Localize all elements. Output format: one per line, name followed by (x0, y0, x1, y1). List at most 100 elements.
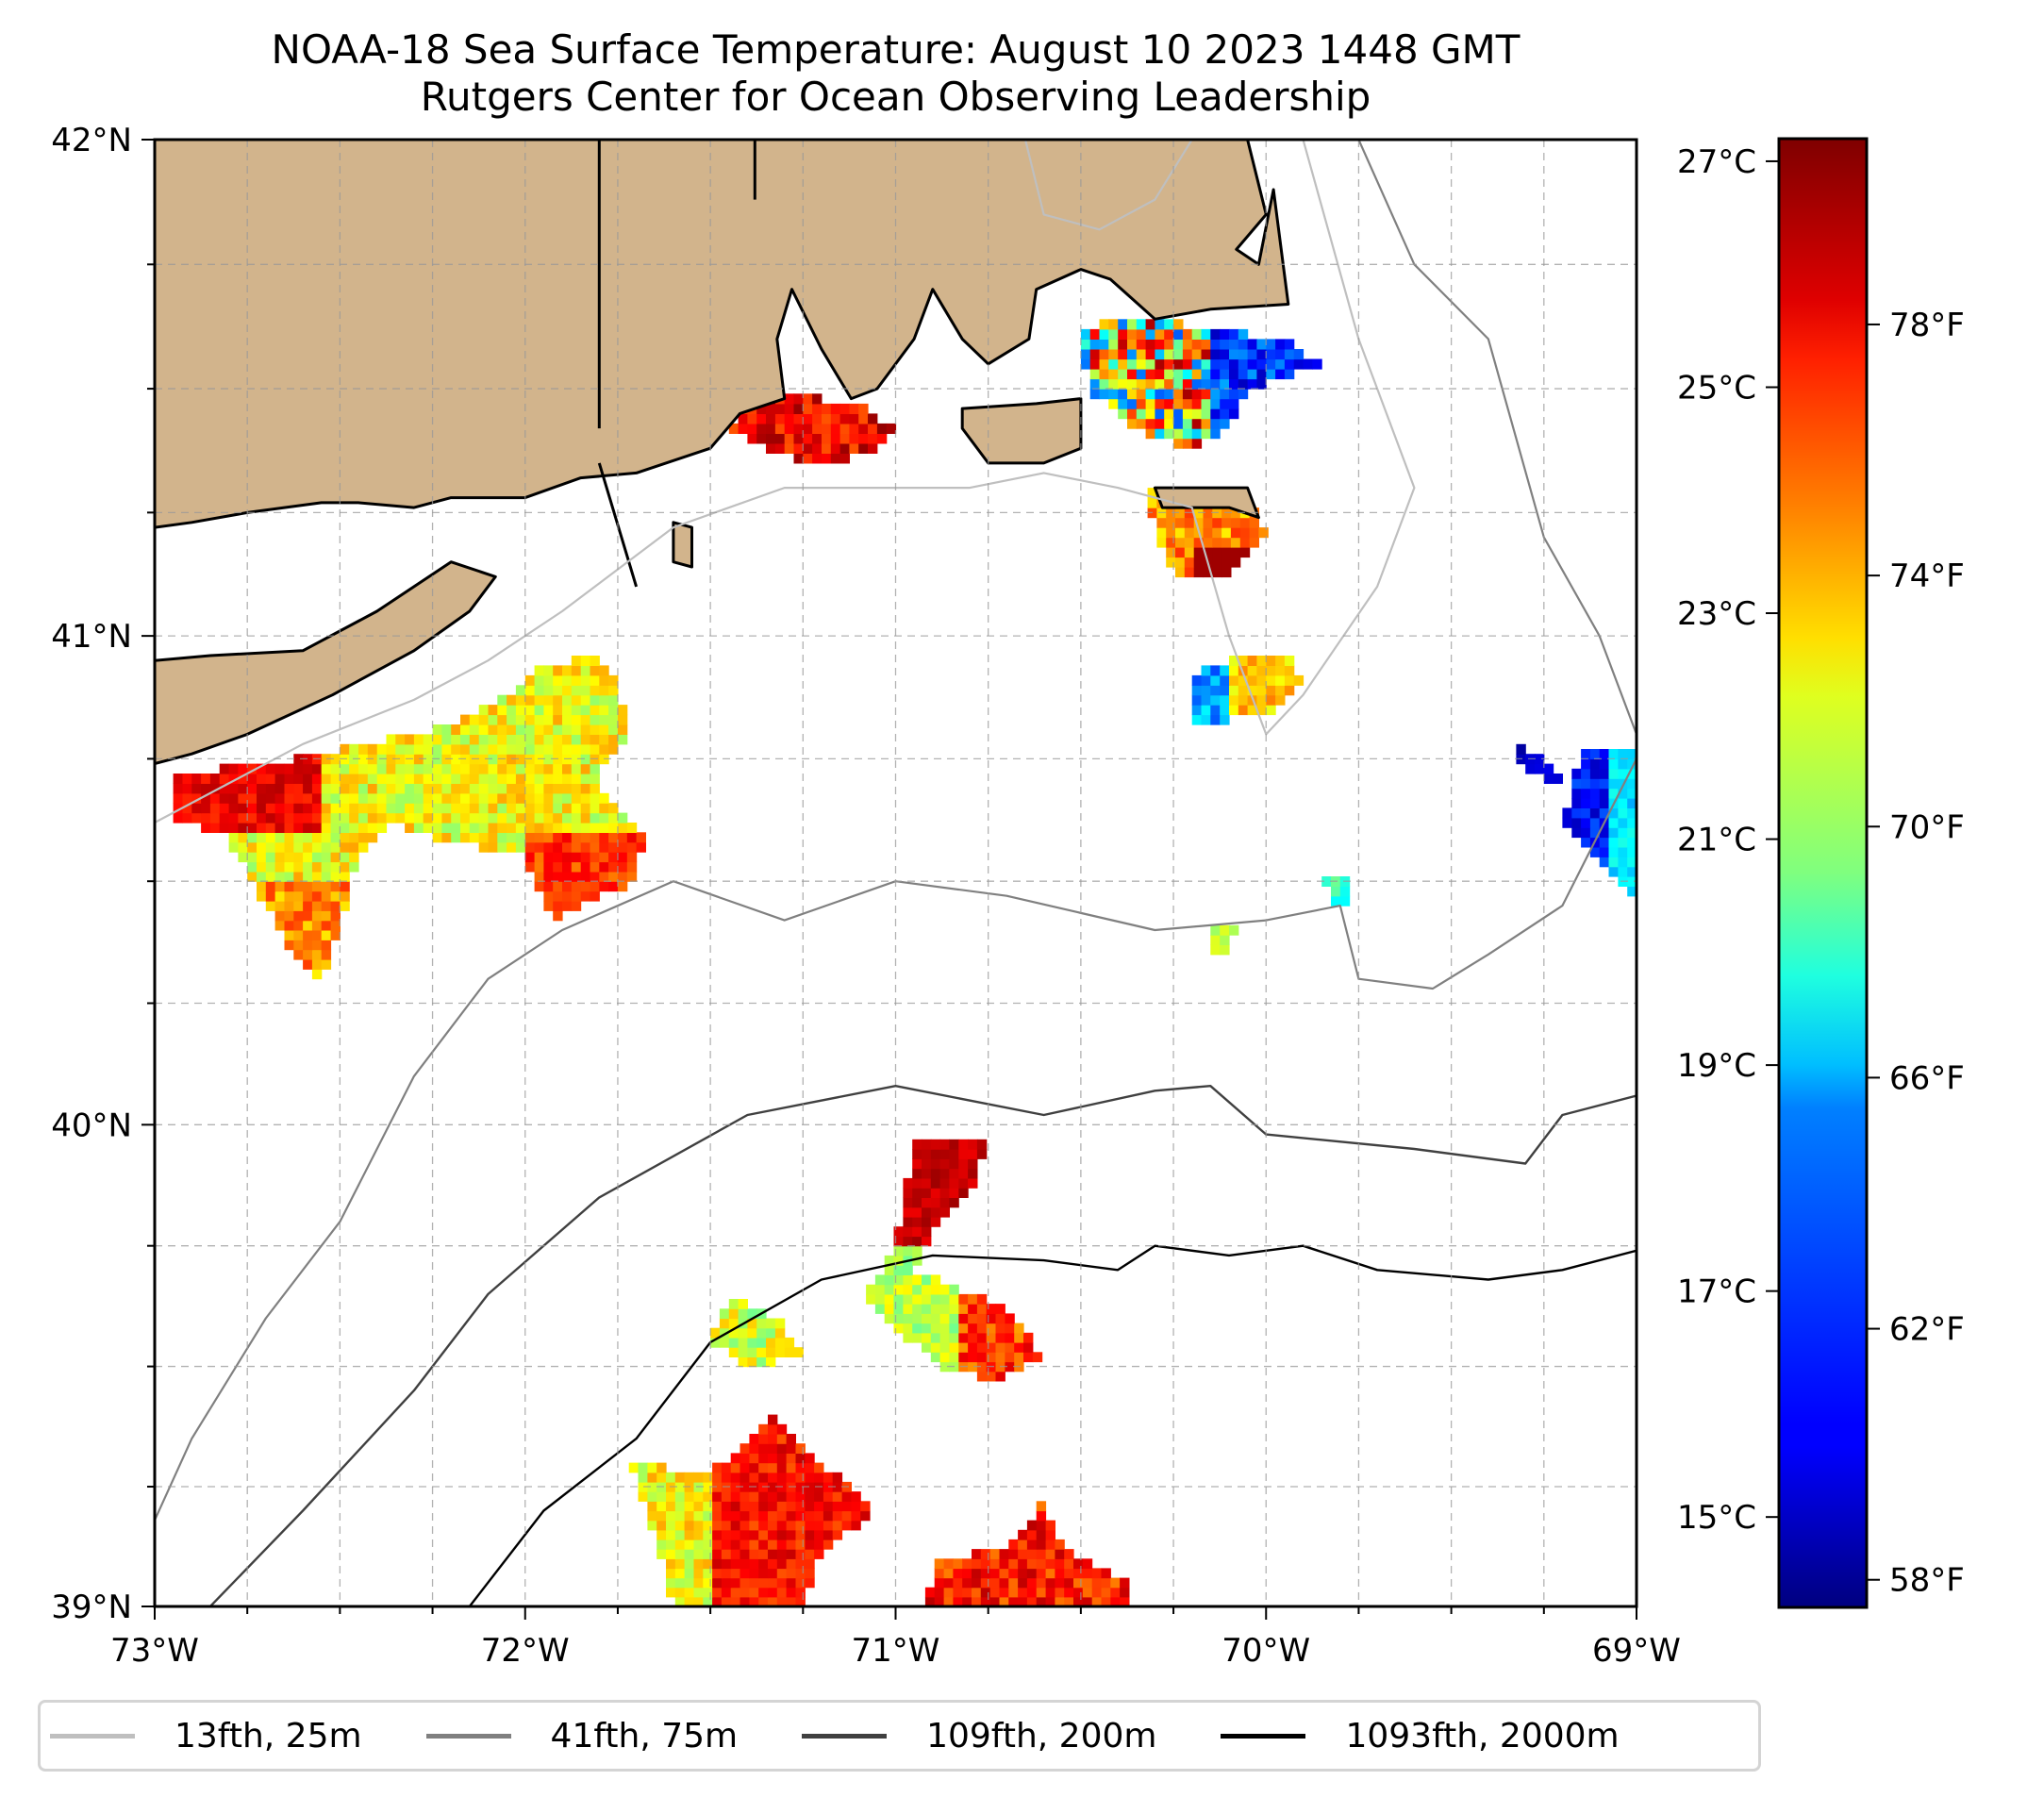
sst-pixel (749, 1539, 759, 1550)
sst-pixel (1191, 714, 1203, 725)
sst-pixel (747, 1347, 757, 1357)
sst-pixel (274, 832, 285, 843)
sst-pixel (719, 1337, 730, 1348)
sst-pixel (758, 1549, 769, 1559)
sst-pixel (543, 724, 554, 735)
sst-pixel (830, 413, 841, 424)
sst-pixel (1099, 339, 1109, 350)
sst-pixel (822, 423, 832, 434)
sst-pixel (893, 1245, 904, 1256)
sst-pixel (803, 453, 813, 464)
sst-pixel (488, 734, 498, 745)
sst-pixel (647, 1501, 657, 1512)
colorbar-c-label: 15°C (1677, 1499, 1756, 1537)
sst-pixel (1155, 349, 1165, 360)
sst-pixel (497, 832, 507, 843)
sst-pixel (358, 803, 369, 814)
sst-pixel (543, 763, 554, 774)
sst-pixel (1293, 674, 1305, 686)
sst-pixel (1136, 378, 1147, 390)
sst-pixel (423, 792, 434, 804)
sst-pixel (839, 423, 850, 434)
sst-pixel (247, 763, 258, 774)
sst-pixel (626, 841, 638, 853)
sst-pixel (805, 1472, 815, 1483)
sst-pixel (534, 714, 544, 725)
sst-pixel (730, 1577, 741, 1589)
sst-pixel (311, 852, 323, 863)
sst-pixel (1284, 656, 1295, 666)
sst-pixel (534, 774, 544, 784)
sst-pixel (903, 1177, 913, 1189)
sst-pixel (1201, 339, 1211, 350)
sst-pixel (303, 959, 313, 970)
sst-pixel (730, 1501, 741, 1512)
sst-pixel (571, 783, 582, 794)
sst-pixel (219, 774, 230, 784)
sst-pixel (590, 665, 600, 676)
sst-pixel (876, 433, 888, 444)
sst-pixel (730, 1453, 741, 1464)
sst-pixel (274, 852, 285, 863)
sst-pixel (1005, 1352, 1015, 1363)
sst-pixel (893, 1284, 904, 1295)
sst-pixel (571, 841, 582, 853)
sst-pixel (478, 743, 490, 755)
sst-pixel (1127, 358, 1138, 370)
sst-pixel (949, 1158, 959, 1170)
sst-pixel (721, 1529, 732, 1540)
sst-pixel (1212, 557, 1222, 568)
sst-pixel (749, 1462, 759, 1473)
sst-pixel (497, 841, 507, 853)
sst-pixel (693, 1510, 704, 1522)
sst-pixel (265, 832, 276, 843)
sst-pixel (507, 714, 517, 725)
sst-pixel (805, 1568, 815, 1579)
sst-pixel (874, 1304, 886, 1314)
sst-pixel (617, 705, 628, 716)
sst-pixel (1303, 358, 1313, 370)
colorbar-c-label: 19°C (1677, 1047, 1756, 1085)
colorbar-f-label: 62°F (1889, 1311, 1965, 1349)
sst-pixel (995, 1342, 1005, 1353)
legend-item-2000m: 1093fth, 2000m (1221, 1717, 1620, 1755)
depth-legend: 13fth, 25m 41fth, 75m 109fth, 200m 1093f… (38, 1700, 1761, 1772)
sst-pixel (814, 1549, 824, 1559)
sst-pixel (413, 812, 424, 824)
sst-pixel (1229, 685, 1239, 696)
sst-pixel (924, 1596, 936, 1606)
sst-pixel (311, 959, 323, 970)
sst-pixel (693, 1568, 704, 1579)
sst-pixel (874, 1284, 886, 1295)
sst-pixel (739, 1539, 750, 1550)
sst-pixel (912, 1216, 922, 1227)
sst-pixel (656, 1510, 667, 1522)
sst-pixel (423, 743, 434, 755)
sst-pixel (1089, 328, 1101, 340)
sst-pixel (730, 1481, 741, 1492)
sst-pixel (841, 1491, 852, 1502)
sst-pixel (1589, 749, 1601, 759)
sst-pixel (1055, 1539, 1065, 1550)
sst-pixel (303, 900, 313, 911)
sst-pixel (684, 1520, 694, 1531)
sst-pixel (238, 792, 248, 804)
sst-pixel (776, 1529, 788, 1540)
sst-pixel (795, 1558, 806, 1570)
sst-pixel (1023, 1342, 1034, 1353)
sst-pixel (1210, 369, 1221, 380)
sst-pixel (330, 861, 341, 873)
sst-pixel (693, 1596, 704, 1606)
sst-pixel (413, 783, 424, 794)
sst-pixel (768, 1539, 778, 1550)
sst-pixel (814, 1462, 824, 1473)
sst-patch (1210, 924, 1239, 956)
sst-pixel (1193, 517, 1205, 528)
sst-pixel (284, 930, 294, 940)
sst-pixel (562, 685, 573, 696)
sst-pixel (638, 1481, 648, 1492)
sst-pixel (524, 832, 536, 843)
sst-pixel (684, 1577, 694, 1589)
sst-pixel (784, 442, 795, 454)
sst-pixel (805, 1558, 815, 1570)
